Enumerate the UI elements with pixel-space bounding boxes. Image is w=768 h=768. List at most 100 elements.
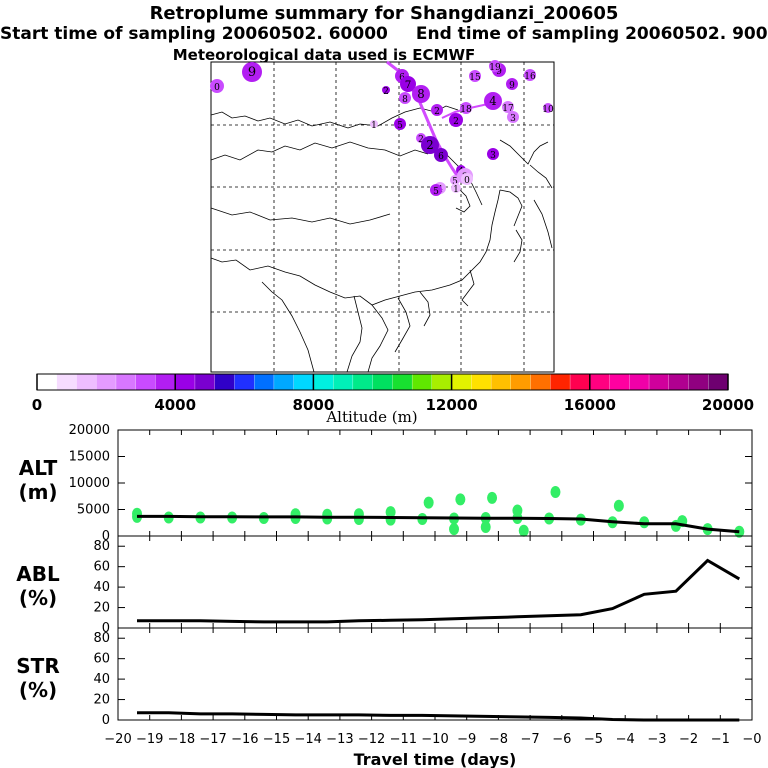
plume-blob xyxy=(484,92,502,110)
plume-blob xyxy=(430,184,442,196)
plume-age-label: 19 xyxy=(489,63,501,73)
colorbar-cell xyxy=(569,373,591,391)
plume-blob xyxy=(382,86,390,94)
plume-blob xyxy=(431,104,443,116)
y-tick-label: 20000 xyxy=(69,423,110,438)
y-tick-label: 5000 xyxy=(77,503,110,518)
plume-blob xyxy=(242,62,262,82)
colorbar-cell xyxy=(214,373,236,391)
plume-age-label: 9 xyxy=(509,81,515,91)
colorbar-label: Altitude (m) xyxy=(325,408,417,426)
plume-blob xyxy=(506,78,518,90)
y-tick-label: 10000 xyxy=(69,476,110,491)
colorbar-cell xyxy=(392,373,413,391)
panel-label: STR xyxy=(16,654,59,678)
colorbar-cell xyxy=(313,373,334,391)
colorbar-cell xyxy=(293,373,315,391)
x-tick-label: −12 xyxy=(358,732,385,747)
x-tick-label: −19 xyxy=(136,732,163,747)
plume-age-label: 4 xyxy=(489,94,496,108)
plume-age-label: 9 xyxy=(248,65,256,80)
start-time-label: Start time of sampling 20060502. 60000 xyxy=(0,24,388,44)
panel-label: ABL xyxy=(16,562,60,586)
colorbar-cell xyxy=(530,373,551,391)
plume-age-label: 3 xyxy=(490,151,496,161)
abl-line xyxy=(137,558,741,624)
colorbar-cell xyxy=(490,373,512,391)
plume-blob xyxy=(210,79,224,93)
plume-blob xyxy=(451,183,461,193)
panel-label: ALT xyxy=(19,456,58,480)
colorbar-cell xyxy=(550,373,571,391)
plume-age-label: 5 xyxy=(452,177,458,187)
particle-point xyxy=(487,491,498,504)
y-tick-label: 40 xyxy=(93,672,110,687)
x-tick-label: −16 xyxy=(231,732,258,747)
plume-age-label: 8 xyxy=(402,95,408,105)
chart-title: Retroplume summary for Shangdianzi_20060… xyxy=(149,3,619,24)
colorbar-tick-label: 4000 xyxy=(154,396,196,414)
plume-blob xyxy=(449,113,463,127)
y-tick-label: 0 xyxy=(102,621,110,636)
y-tick-label: 60 xyxy=(93,652,110,667)
particle-point xyxy=(423,496,434,509)
met-data-label: Meteorological data used is ECMWF xyxy=(172,46,476,64)
plume-blob xyxy=(507,111,519,123)
colorbar-tick-label: 8000 xyxy=(293,396,335,414)
x-tick-label: −2 xyxy=(679,732,698,747)
colorbar-cell xyxy=(194,373,216,391)
colorbar-cell xyxy=(629,373,650,391)
plume-age-label: 6 xyxy=(399,73,405,83)
particle-point xyxy=(322,508,333,521)
map-coastlines xyxy=(210,105,553,373)
plume-blob xyxy=(461,173,473,185)
colorbar-tick-label: 0 xyxy=(32,396,42,414)
x-tick-label: −11 xyxy=(390,732,417,747)
plume-age-label: 3 xyxy=(510,114,516,124)
y-tick-label: 80 xyxy=(93,631,110,646)
particle-point xyxy=(512,504,523,517)
plume-blob xyxy=(460,102,472,114)
panel-frame xyxy=(117,627,753,721)
colorbar-cell xyxy=(56,373,78,391)
particle-point xyxy=(550,486,561,499)
y-tick-label: 80 xyxy=(93,539,110,554)
colorbar-cell xyxy=(76,373,97,391)
colorbar-cell xyxy=(411,373,433,391)
y-tick-label: 15000 xyxy=(69,450,110,465)
x-tick-label: −6 xyxy=(552,732,571,747)
plume-blob xyxy=(370,120,378,128)
particle-point xyxy=(455,493,466,506)
panel-frame xyxy=(117,429,753,537)
plume-age-label: 0 xyxy=(464,176,470,186)
particle-point xyxy=(449,523,460,536)
colorbar-cell xyxy=(175,373,196,391)
x-tick-label: −0 xyxy=(742,732,761,747)
colorbar-cell xyxy=(115,373,137,391)
colorbar-cell xyxy=(431,373,453,391)
y-tick-label: 20 xyxy=(93,601,110,616)
plume-age-label: 1 xyxy=(453,185,459,195)
plume-age-label: 2 xyxy=(453,117,459,127)
plume-age-label: 6 xyxy=(438,152,444,162)
colorbar-cell xyxy=(451,373,472,391)
colorbar-cell xyxy=(155,373,176,391)
plume-age-label: 0 xyxy=(214,83,220,93)
plume-blob xyxy=(412,85,430,103)
colorbar-cell xyxy=(668,373,690,391)
panel-abl: ABL(%) 0 20 40 60 80 xyxy=(16,535,753,636)
plume-age-label: 15 xyxy=(469,73,481,83)
particle-point xyxy=(480,520,491,533)
plume-blob xyxy=(421,136,439,154)
x-tick-label: −4 xyxy=(616,732,635,747)
colorbar-cell xyxy=(648,373,670,391)
end-time-label: End time of sampling 20060502. 90000 xyxy=(415,24,768,44)
plume-age-label: 18 xyxy=(460,105,472,115)
x-tick-label: −7 xyxy=(521,732,540,747)
panel-label: (%) xyxy=(19,678,57,702)
plume-blob xyxy=(543,103,553,113)
plume-blob xyxy=(399,92,411,104)
x-tick-label: −13 xyxy=(326,732,353,747)
particle-point xyxy=(290,508,301,521)
